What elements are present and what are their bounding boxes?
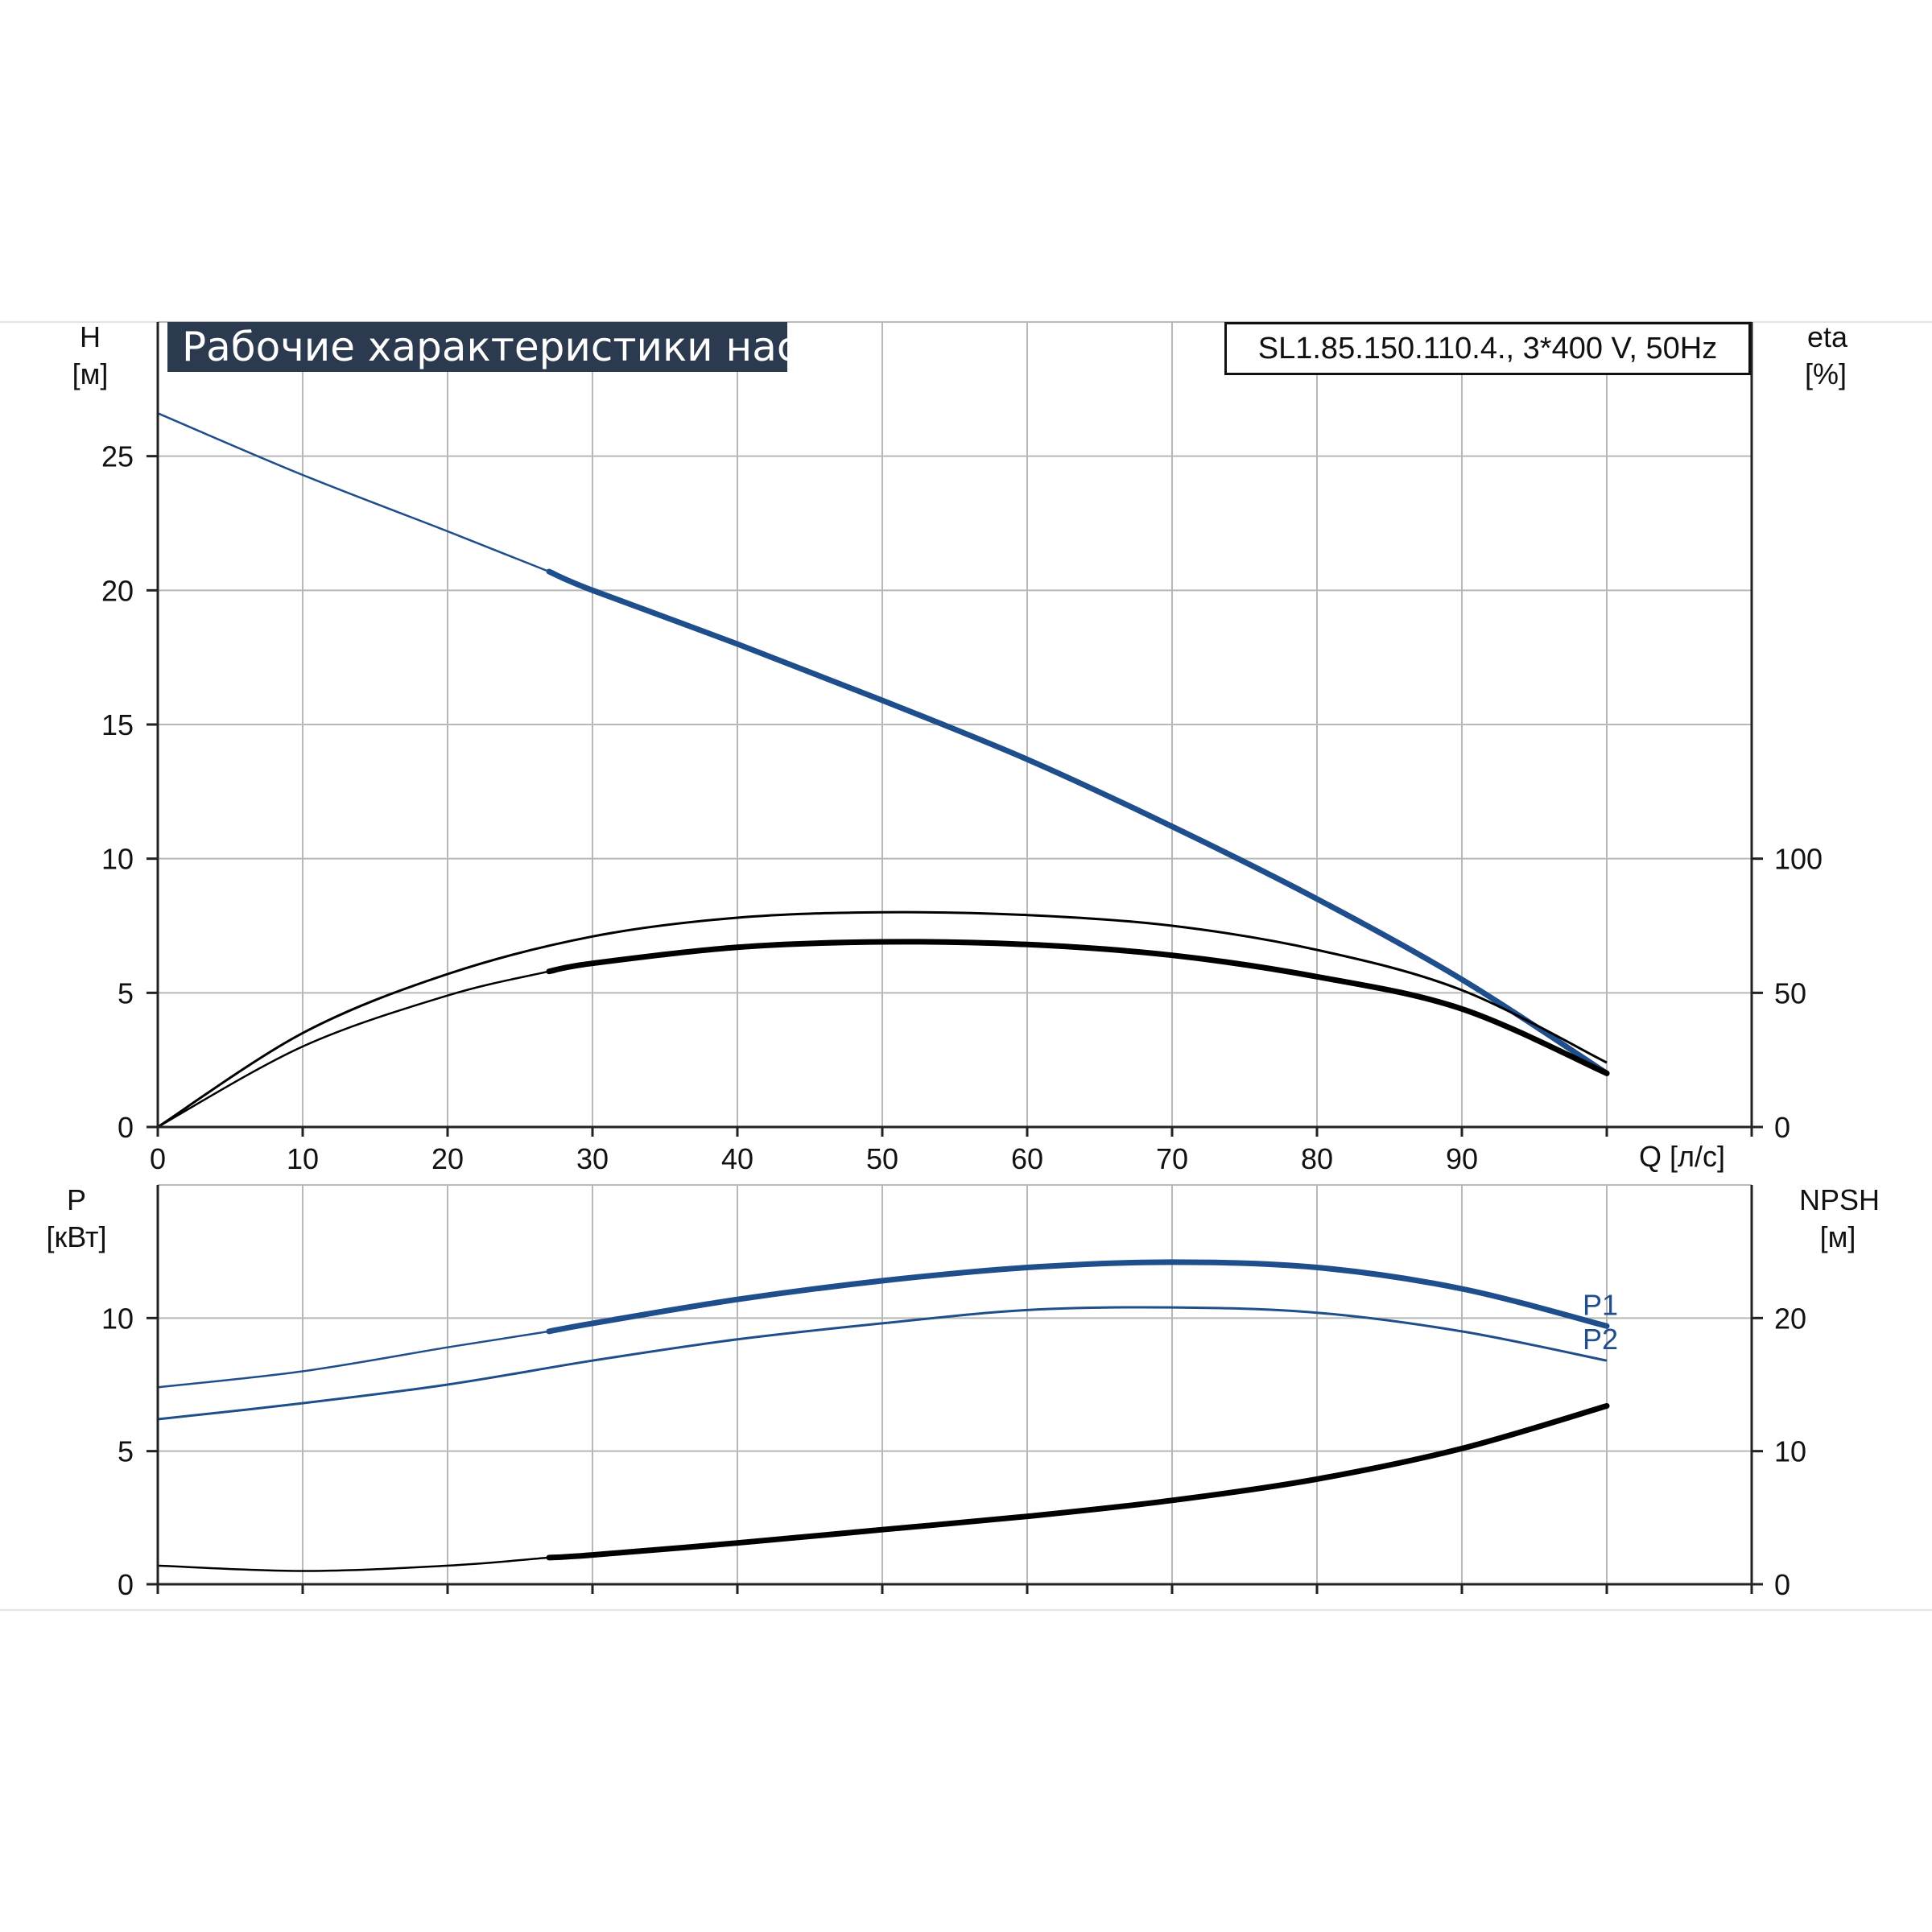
npsh-curve-thin [157, 1556, 550, 1572]
top-panel-grid [157, 321, 1752, 1128]
bottom-y2-tick-label: 10 [1774, 1435, 1806, 1468]
eta-curve [157, 910, 1608, 1129]
p1-curve-thin [157, 1330, 550, 1389]
npsh-axis-unit: [м] [1819, 1220, 1856, 1253]
x-tick-label: 80 [1301, 1142, 1333, 1175]
x-tick-label: 50 [866, 1142, 898, 1175]
h-curve-bold [546, 568, 1610, 1076]
h-curve-thin [157, 412, 550, 573]
top-y-tick-label: 0 [118, 1111, 134, 1144]
efficiency-axis-symbol: eta [1806, 320, 1848, 353]
x-tick-label: 70 [1156, 1142, 1188, 1175]
x-tick-label: 90 [1446, 1142, 1478, 1175]
x-tick-label: 20 [431, 1142, 464, 1175]
x-tick-label: 10 [287, 1142, 319, 1175]
p2-curve-label: P2 [1583, 1323, 1618, 1356]
npsh-axis-symbol: NPSH [1798, 1183, 1880, 1216]
bottom-y-tick-label: 0 [118, 1568, 134, 1601]
top-y2-tick-label: 100 [1774, 843, 1823, 876]
top-y2-tick-label: 50 [1774, 976, 1806, 1009]
p1-curve-bold [546, 1259, 1610, 1335]
etatot-curve-thin [157, 970, 550, 1129]
x-tick-label: 0 [150, 1142, 166, 1175]
p2-curve [157, 1306, 1608, 1421]
efficiency-axis-unit: [%] [1804, 357, 1847, 390]
pump-model-label: SL1.85.150.110.4., 3*400 V, 50Hz [1224, 322, 1751, 375]
flow-axis-label: Q [л/с] [1639, 1140, 1726, 1173]
panel-axes: 0 10 20 30 40 50 60 70 80 90051015202505010005100… [101, 322, 1823, 1601]
head-axis-symbol: H [80, 320, 101, 353]
head-axis-unit: [м] [72, 357, 109, 390]
top-y-tick-label: 20 [101, 574, 134, 607]
top-y2-tick-label: 0 [1774, 1111, 1790, 1144]
top-y-tick-label: 15 [101, 708, 134, 741]
top-panel-curves [157, 412, 1610, 1129]
top-y-tick-label: 25 [101, 440, 134, 473]
bottom-y-tick-label: 10 [101, 1302, 134, 1335]
x-tick-label: 40 [721, 1142, 753, 1175]
power-axis-symbol: P [66, 1183, 87, 1216]
x-tick-label: 30 [576, 1142, 609, 1175]
chart-title: Рабочие характеристики насоса [167, 322, 870, 372]
x-tick-label: 60 [1011, 1142, 1043, 1175]
bottom-y-tick-label: 5 [118, 1435, 134, 1468]
bottom-y2-tick-label: 0 [1774, 1568, 1790, 1601]
top-y-tick-label: 10 [101, 843, 134, 876]
p1-curve-label: P1 [1583, 1288, 1618, 1321]
etatot-curve-bold [546, 939, 1610, 1076]
bottom-y2-tick-label: 20 [1774, 1302, 1806, 1335]
power-axis-unit: [кВт] [46, 1220, 107, 1253]
top-y-tick-label: 5 [118, 976, 134, 1009]
npsh-curve-bold [546, 1403, 1610, 1561]
